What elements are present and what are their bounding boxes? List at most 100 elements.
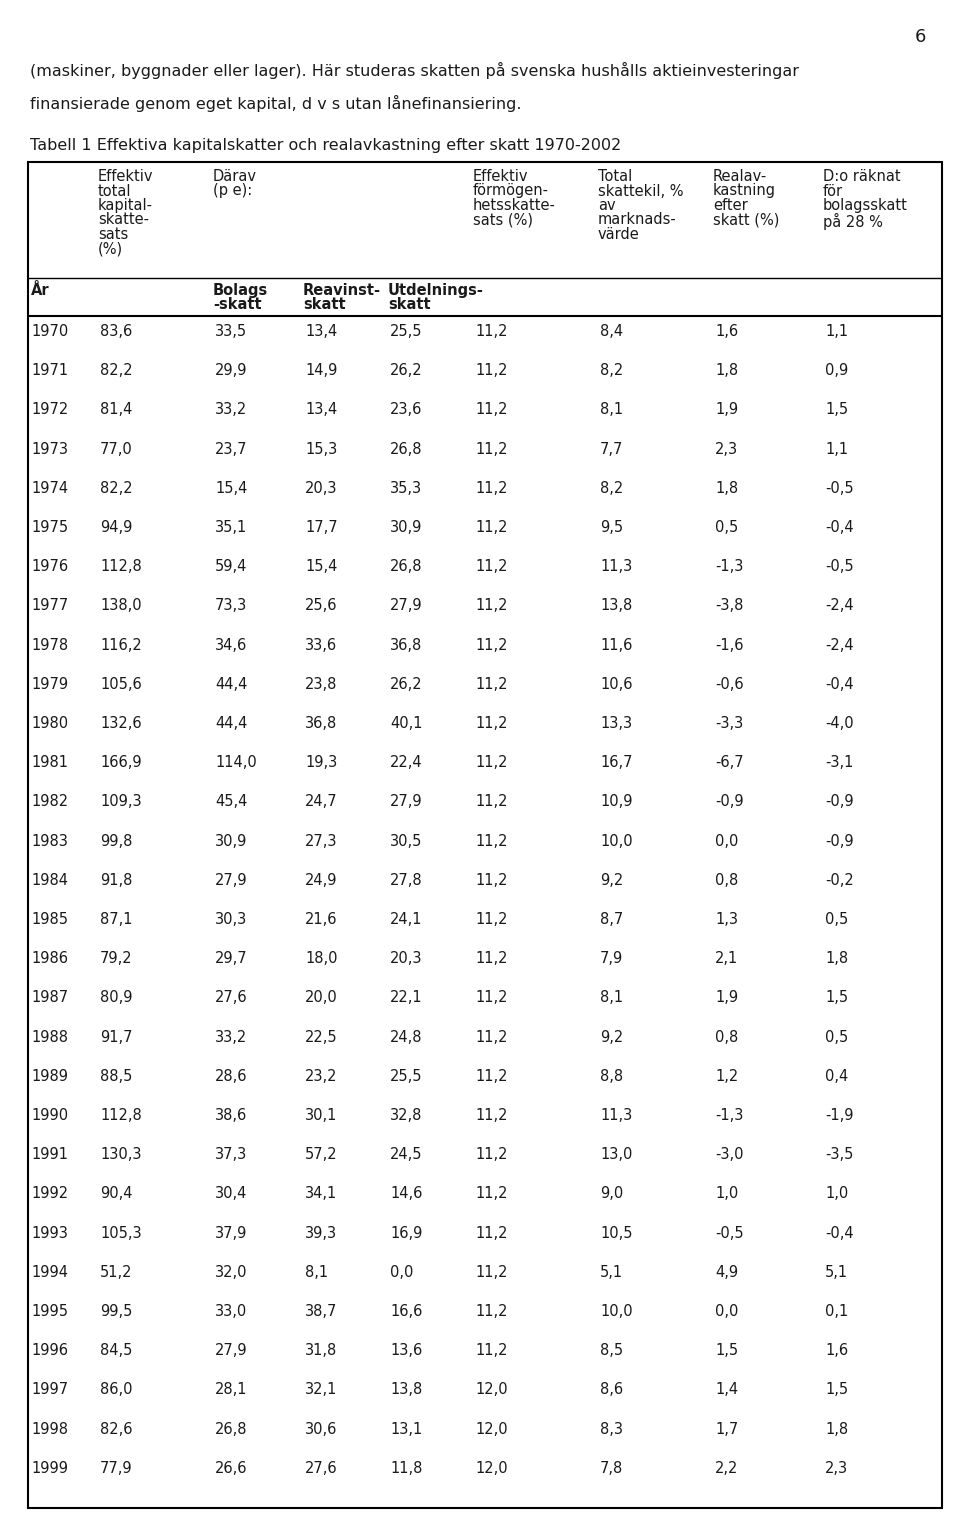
- Text: 105,6: 105,6: [100, 677, 142, 692]
- Text: (%): (%): [98, 241, 123, 257]
- Text: 8,1: 8,1: [600, 402, 623, 417]
- Text: på 28 %: på 28 %: [823, 213, 883, 229]
- Text: -6,7: -6,7: [715, 754, 744, 770]
- Text: 28,6: 28,6: [215, 1069, 248, 1084]
- Text: 1,1: 1,1: [825, 323, 848, 339]
- Text: 77,9: 77,9: [100, 1460, 132, 1475]
- Text: 11,6: 11,6: [600, 638, 633, 653]
- Text: skatt (%): skatt (%): [713, 213, 780, 228]
- Text: 1,2: 1,2: [715, 1069, 738, 1084]
- Text: 11,2: 11,2: [475, 677, 508, 692]
- Text: 2,3: 2,3: [825, 1460, 848, 1475]
- Text: -3,8: -3,8: [715, 598, 743, 613]
- Text: 13,1: 13,1: [390, 1421, 422, 1436]
- Text: 12,0: 12,0: [475, 1383, 508, 1398]
- Text: 6: 6: [914, 27, 925, 46]
- Text: 7,9: 7,9: [600, 952, 623, 965]
- Text: hetsskatte-: hetsskatte-: [473, 197, 556, 213]
- Text: 11,2: 11,2: [475, 952, 508, 965]
- Text: 40,1: 40,1: [390, 716, 422, 732]
- Text: 1970: 1970: [31, 323, 68, 339]
- Text: 1980: 1980: [31, 716, 68, 732]
- Text: 11,2: 11,2: [475, 1148, 508, 1163]
- Text: 29,7: 29,7: [215, 952, 248, 965]
- Text: 37,9: 37,9: [215, 1225, 248, 1240]
- Text: 1,5: 1,5: [715, 1343, 738, 1359]
- Text: 8,6: 8,6: [600, 1383, 623, 1398]
- Text: 83,6: 83,6: [100, 323, 132, 339]
- Text: 27,6: 27,6: [215, 990, 248, 1005]
- Text: 33,2: 33,2: [215, 1029, 248, 1044]
- Text: 12,0: 12,0: [475, 1460, 508, 1475]
- Text: 1,0: 1,0: [715, 1187, 738, 1201]
- Text: 27,9: 27,9: [390, 794, 422, 809]
- Text: 80,9: 80,9: [100, 990, 132, 1005]
- Text: 0,1: 0,1: [825, 1304, 849, 1319]
- Text: 28,1: 28,1: [215, 1383, 248, 1398]
- Text: 1997: 1997: [31, 1383, 68, 1398]
- Text: 2,2: 2,2: [715, 1460, 738, 1475]
- Text: -0,4: -0,4: [825, 677, 853, 692]
- Bar: [28, 162, 942, 1507]
- Text: 14,6: 14,6: [390, 1187, 422, 1201]
- Text: -2,4: -2,4: [825, 638, 853, 653]
- Text: 20,0: 20,0: [305, 990, 338, 1005]
- Text: 0,9: 0,9: [825, 363, 849, 378]
- Text: 0,0: 0,0: [715, 1304, 738, 1319]
- Text: marknads-: marknads-: [598, 213, 677, 228]
- Text: 90,4: 90,4: [100, 1187, 132, 1201]
- Text: 1993: 1993: [31, 1225, 68, 1240]
- Text: 11,3: 11,3: [600, 559, 633, 574]
- Text: 1989: 1989: [31, 1069, 68, 1084]
- Text: -0,4: -0,4: [825, 521, 853, 534]
- Text: 25,5: 25,5: [390, 323, 422, 339]
- Text: 1,5: 1,5: [825, 402, 848, 417]
- Text: -0,2: -0,2: [825, 873, 853, 888]
- Text: -0,6: -0,6: [715, 677, 744, 692]
- Text: 112,8: 112,8: [100, 1108, 142, 1123]
- Text: 7,8: 7,8: [600, 1460, 623, 1475]
- Text: 16,9: 16,9: [390, 1225, 422, 1240]
- Text: -0,9: -0,9: [715, 794, 744, 809]
- Text: 130,3: 130,3: [100, 1148, 141, 1163]
- Text: 27,8: 27,8: [390, 873, 422, 888]
- Text: 11,2: 11,2: [475, 990, 508, 1005]
- Text: 11,2: 11,2: [475, 1069, 508, 1084]
- Text: 11,2: 11,2: [475, 794, 508, 809]
- Text: 8,7: 8,7: [600, 912, 623, 927]
- Text: 9,5: 9,5: [600, 521, 623, 534]
- Text: 0,5: 0,5: [825, 912, 849, 927]
- Text: 7,7: 7,7: [600, 442, 623, 457]
- Text: 1974: 1974: [31, 481, 68, 496]
- Text: 5,1: 5,1: [825, 1264, 848, 1280]
- Text: 18,0: 18,0: [305, 952, 338, 965]
- Text: skatte-: skatte-: [98, 213, 149, 228]
- Text: 11,2: 11,2: [475, 833, 508, 849]
- Text: 8,5: 8,5: [600, 1343, 623, 1359]
- Text: -0,4: -0,4: [825, 1225, 853, 1240]
- Text: 132,6: 132,6: [100, 716, 142, 732]
- Text: -3,1: -3,1: [825, 754, 853, 770]
- Text: 26,6: 26,6: [215, 1460, 248, 1475]
- Text: 13,4: 13,4: [305, 402, 337, 417]
- Text: 1,1: 1,1: [825, 442, 848, 457]
- Text: 44,4: 44,4: [215, 677, 248, 692]
- Text: 11,2: 11,2: [475, 1187, 508, 1201]
- Text: 86,0: 86,0: [100, 1383, 132, 1398]
- Text: -0,9: -0,9: [825, 794, 853, 809]
- Text: 15,3: 15,3: [305, 442, 337, 457]
- Text: 11,2: 11,2: [475, 1304, 508, 1319]
- Text: -1,3: -1,3: [715, 1108, 743, 1123]
- Text: 11,8: 11,8: [390, 1460, 422, 1475]
- Text: 11,2: 11,2: [475, 1029, 508, 1044]
- Text: (p e):: (p e):: [213, 184, 252, 199]
- Text: -1,6: -1,6: [715, 638, 743, 653]
- Text: 1979: 1979: [31, 677, 68, 692]
- Text: 9,0: 9,0: [600, 1187, 623, 1201]
- Text: År: År: [31, 282, 50, 298]
- Text: 8,3: 8,3: [600, 1421, 623, 1436]
- Text: sats (%): sats (%): [473, 213, 533, 228]
- Text: värde: värde: [598, 228, 639, 241]
- Text: 23,8: 23,8: [305, 677, 337, 692]
- Text: 1973: 1973: [31, 442, 68, 457]
